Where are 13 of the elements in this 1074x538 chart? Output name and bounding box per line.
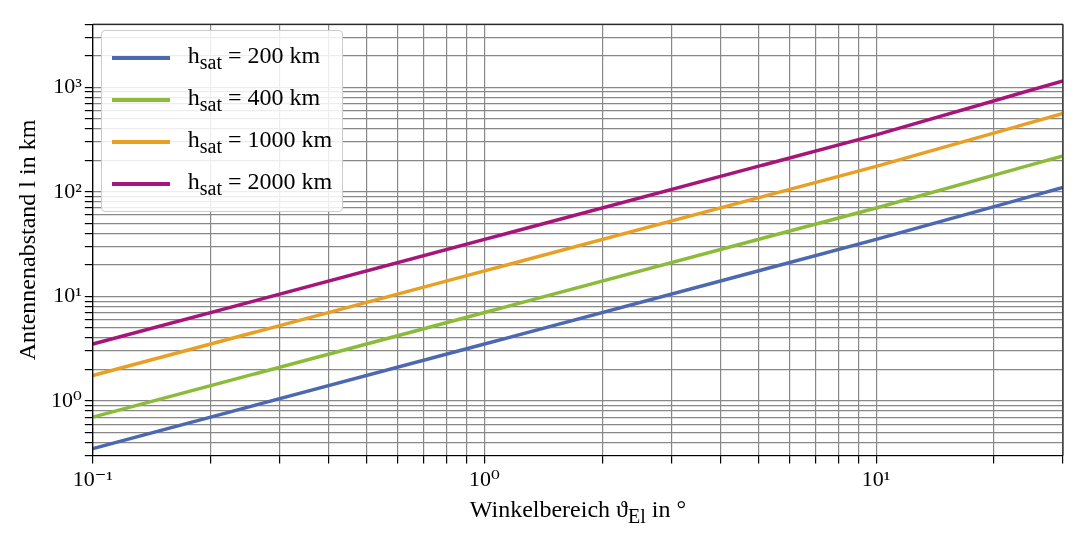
y-tick-label: 10⁰ [50, 386, 82, 412]
y-tick-label: 10¹ [53, 282, 82, 308]
legend-label: h$_{sat}$ = 1000 km [187, 126, 333, 159]
y-axis-title: Antennenabstand l in km [13, 119, 41, 361]
y-tick-label: 10³ [53, 72, 83, 98]
legend-label: h$_{sat}$ = 200 km [187, 42, 321, 75]
x-tick-label: 10¹ [861, 465, 891, 491]
y-tick-label: 10² [53, 177, 83, 203]
legend-label: h$_{sat}$ = 400 km [187, 84, 321, 117]
x-tick-label: 10⁻¹ [72, 465, 113, 491]
x-tick-label: 10⁰ [469, 465, 501, 491]
legend-label: h$_{sat}$ = 2000 km [187, 168, 333, 201]
x-axis-title: Winkelbereich ϑ$_{El}$ in ° [468, 496, 687, 528]
